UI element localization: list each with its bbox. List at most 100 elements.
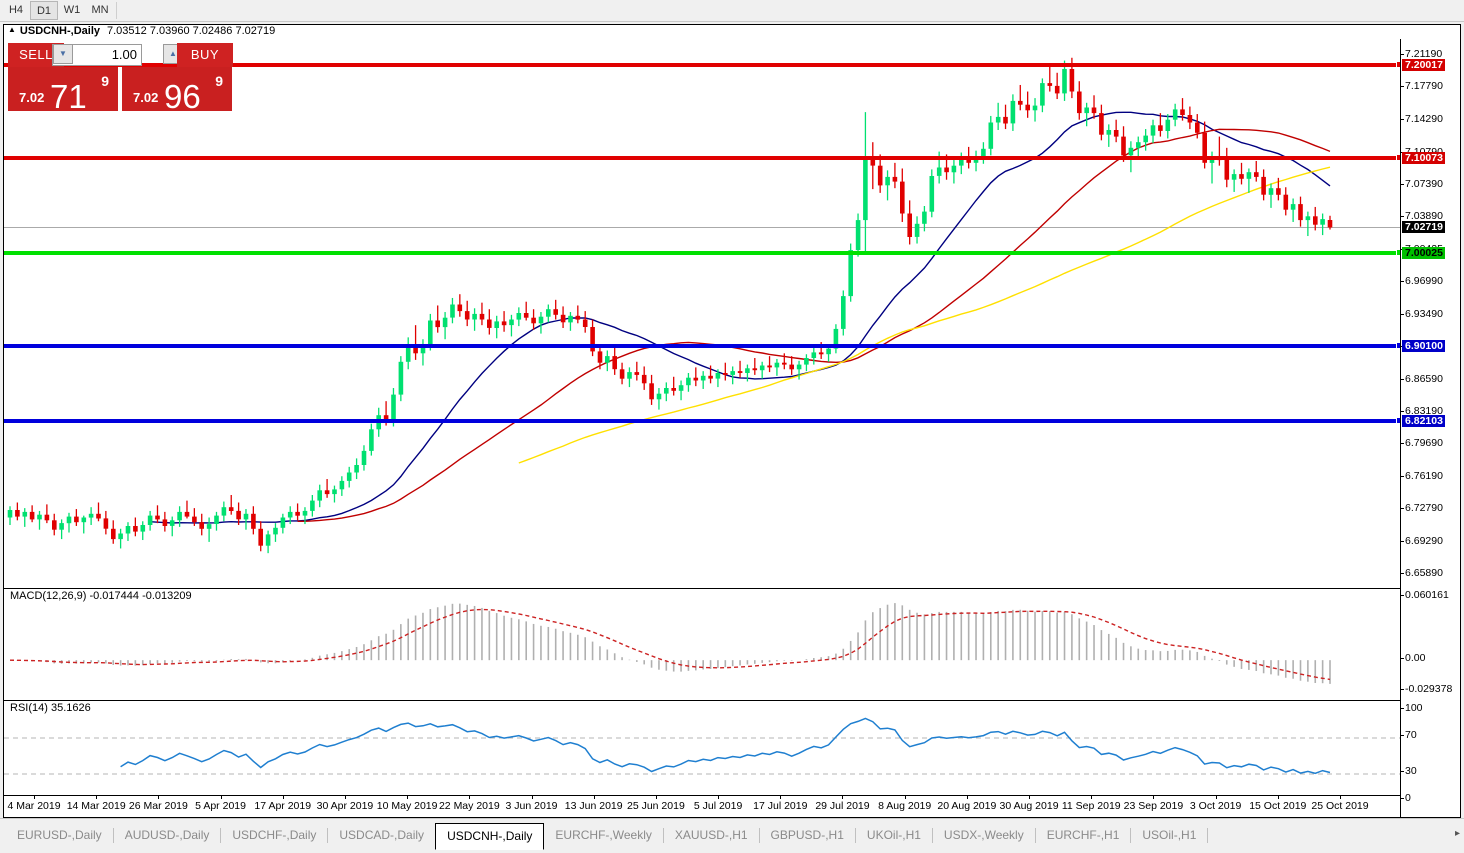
candle-body bbox=[103, 518, 109, 529]
candle-body bbox=[228, 507, 234, 511]
chart-tab[interactable]: USDX-,Weekly bbox=[943, 828, 1024, 842]
chart-tab[interactable]: XAUUSD-,H1 bbox=[674, 828, 748, 842]
candle-body bbox=[1172, 109, 1178, 120]
chart-tab[interactable]: USDCAD-,Daily bbox=[339, 828, 425, 842]
sell-price-prefix: 7.02 bbox=[19, 90, 45, 105]
timeframe-button-h4[interactable]: H4 bbox=[8, 4, 24, 16]
horizontal-line-pivot[interactable] bbox=[4, 341, 1400, 349]
candle-body bbox=[715, 373, 721, 379]
timeframe-button-w1[interactable]: W1 bbox=[63, 4, 81, 16]
date-tick-mark bbox=[1277, 796, 1279, 799]
horizontal-line-support[interactable] bbox=[4, 248, 1400, 256]
chart-tab[interactable]: GBPUSD-,H1 bbox=[770, 828, 844, 842]
line-handle[interactable] bbox=[1396, 341, 1400, 349]
rsi-pane[interactable]: RSI(14) 35.1626 bbox=[4, 700, 1400, 819]
date-axis[interactable]: 4 Mar 2019 14 Mar 2019 26 Mar 2019 5 Apr 20… bbox=[4, 795, 1400, 817]
candle-body bbox=[391, 394, 396, 421]
candle-body bbox=[951, 165, 957, 173]
candle-body bbox=[929, 176, 935, 212]
candle-body bbox=[634, 372, 640, 375]
price-tag-red[interactable]: 7.20017 bbox=[1402, 59, 1445, 72]
timeframe-button-d1[interactable]: D1 bbox=[30, 1, 58, 20]
chart-tab-active[interactable]: USDCNH-,Daily bbox=[435, 823, 545, 850]
price-tag-green[interactable]: 7.00025 bbox=[1402, 246, 1445, 259]
date-tick-mark bbox=[1153, 796, 1155, 799]
candle-body bbox=[693, 377, 699, 381]
date-tick-mark bbox=[220, 796, 222, 799]
volume-input[interactable]: 1.00 bbox=[52, 44, 142, 66]
candle-body bbox=[324, 490, 330, 495]
chart-tab[interactable]: USOil-,H1 bbox=[1142, 828, 1197, 842]
candle-body bbox=[59, 523, 64, 530]
chevron-right-icon[interactable]: ▸ bbox=[1454, 828, 1460, 839]
collapse-triangle-icon[interactable]: ▲ bbox=[8, 25, 16, 34]
price-tick-mark bbox=[1401, 183, 1404, 185]
candle-body bbox=[981, 148, 986, 158]
chart-tab[interactable]: UKOil-,H1 bbox=[866, 828, 921, 842]
horizontal-line-resistance[interactable] bbox=[4, 61, 1400, 69]
macd-pane[interactable]: MACD(12,26,9) -0.017444 -0.013209 bbox=[4, 588, 1400, 699]
price-tag-red[interactable]: 7.10073 bbox=[1402, 152, 1445, 165]
price-tag-black[interactable]: 7.02719 bbox=[1402, 221, 1445, 234]
timeframe-button-mn[interactable]: MN bbox=[91, 4, 109, 16]
chart-tab[interactable]: EURCHF-,H1 bbox=[1046, 828, 1120, 842]
chart-tab[interactable]: EURUSD-,Daily bbox=[17, 828, 102, 842]
candle-body bbox=[1150, 125, 1156, 136]
sell-button[interactable]: 7.02 71 9 bbox=[8, 67, 118, 113]
line-handle[interactable] bbox=[1396, 61, 1400, 69]
candle-body bbox=[354, 465, 359, 473]
candle-body bbox=[509, 319, 514, 326]
candle-body bbox=[15, 510, 20, 517]
candle-body bbox=[66, 516, 72, 524]
candle-body bbox=[811, 352, 817, 358]
buy-button[interactable]: 7.02 96 9 bbox=[122, 67, 232, 113]
tab-separator bbox=[1034, 828, 1036, 843]
candle-body bbox=[700, 375, 706, 381]
candle-body bbox=[287, 511, 293, 518]
octp-controls-row: SELL 1.00 ▼ ▲ BUY bbox=[8, 43, 233, 67]
horizontal-line-resistance[interactable] bbox=[4, 154, 1400, 162]
candle-body bbox=[855, 220, 861, 251]
candle-body bbox=[1032, 105, 1038, 111]
line-handle[interactable] bbox=[1396, 248, 1400, 256]
price-tick-mark bbox=[1401, 281, 1404, 283]
candle-body bbox=[1084, 107, 1089, 114]
price-tag-blue[interactable]: 6.82103 bbox=[1402, 414, 1445, 427]
date-tick-mark bbox=[531, 796, 533, 799]
date-tick-mark bbox=[1029, 796, 1031, 799]
line-handle[interactable] bbox=[1396, 154, 1400, 162]
candle-body bbox=[752, 368, 758, 371]
rsi-tick-mark bbox=[1401, 708, 1404, 709]
price-axis[interactable]: 7.211907.177907.142907.107907.073907.038… bbox=[1400, 39, 1460, 817]
candle-body bbox=[310, 500, 315, 511]
date-tick-mark bbox=[1215, 796, 1217, 799]
date-tick-mark bbox=[158, 796, 160, 799]
candle-body bbox=[162, 519, 168, 526]
volume-decrement-icon[interactable]: ▼ bbox=[53, 44, 73, 64]
chart-tab[interactable]: EURCHF-,Weekly bbox=[555, 828, 652, 842]
rsi-tick-label: 70 bbox=[1405, 729, 1417, 741]
candle-body bbox=[841, 296, 846, 329]
candle-body bbox=[1062, 69, 1067, 94]
candle-body bbox=[1018, 100, 1023, 105]
candle-body bbox=[479, 313, 485, 320]
candle-body bbox=[1313, 216, 1318, 225]
price-tag-blue[interactable]: 6.90100 bbox=[1402, 339, 1445, 352]
price-tick-mark bbox=[1401, 541, 1404, 543]
candle-body bbox=[206, 524, 212, 529]
line-handle[interactable] bbox=[1396, 416, 1400, 424]
date-tick-label: 14 Mar 2019 bbox=[66, 800, 126, 812]
price-tick-label: 6.83190 bbox=[1405, 404, 1443, 417]
price-pane[interactable] bbox=[4, 39, 1400, 586]
candle-body bbox=[1290, 204, 1296, 210]
price-tick-mark bbox=[1401, 443, 1404, 445]
horizontal-line-pivot[interactable] bbox=[4, 416, 1400, 424]
chart-tab[interactable]: USDCHF-,Daily bbox=[232, 828, 317, 842]
candle-body bbox=[1195, 122, 1200, 133]
chart-tab[interactable]: AUDUSD-,Daily bbox=[124, 828, 210, 842]
macd-tick-label: 0.00 bbox=[1405, 652, 1426, 665]
candle-body bbox=[332, 489, 337, 495]
candle-body bbox=[199, 522, 204, 529]
horizontal-line-last-price[interactable] bbox=[4, 227, 1400, 229]
candle-body bbox=[96, 513, 101, 519]
